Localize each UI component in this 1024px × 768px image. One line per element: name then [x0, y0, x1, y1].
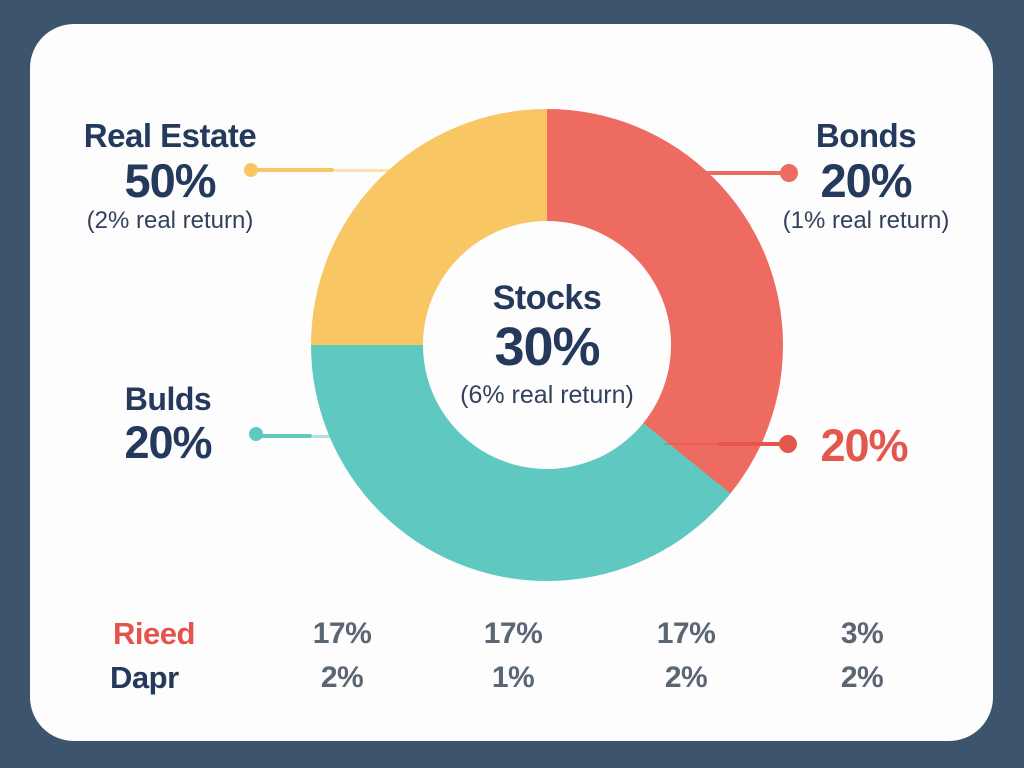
bulds-leader-line — [256, 434, 312, 438]
bulds-value: 20% — [124, 416, 212, 468]
right-callout-leader-line-extension — [664, 443, 718, 445]
stats-cell: 17% — [656, 617, 716, 650]
real-estate-leader-line-extension — [334, 169, 408, 172]
callout-real-estate: Real Estate 50% (2% real return) — [40, 118, 300, 236]
bonds-leader-line-extension — [655, 172, 701, 174]
stats-cell: 2% — [840, 661, 884, 694]
bulds-label: Bulds — [124, 381, 212, 417]
stats-row2-label: Dapr — [110, 660, 179, 695]
stats-cell: 2% — [664, 661, 708, 694]
real-estate-note: (2% real return) — [86, 206, 254, 234]
stats-cell: 17% — [483, 617, 543, 650]
bonds-note: (1% real return) — [782, 206, 950, 234]
center-segment-note: (6% real return) — [460, 381, 634, 410]
stats-cell: 2% — [320, 661, 364, 694]
stats-cell: 3% — [840, 617, 884, 650]
callout-bulds: Bulds 20% — [38, 382, 298, 466]
right-callout-leader-dot — [779, 435, 797, 453]
center-segment-title: Stocks — [492, 278, 602, 317]
right-callout-value: 20% — [820, 420, 908, 471]
right-callout-leader-line — [718, 442, 788, 446]
stats-cell: 1% — [491, 661, 535, 694]
real-estate-leader-dot — [244, 163, 258, 177]
bulds-leader-line-extension — [312, 435, 390, 438]
bonds-value: 20% — [820, 153, 912, 207]
donut-chart: Stocks 30% (6% real return) — [311, 109, 783, 581]
real-estate-leader-line — [251, 168, 334, 172]
chart-card: Stocks 30% (6% real return) Real Estate … — [30, 24, 993, 741]
stats-cell: 17% — [312, 617, 372, 650]
real-estate-label: Real Estate — [83, 117, 257, 154]
bulds-leader-dot — [249, 427, 263, 441]
bonds-leader-dot — [780, 164, 798, 182]
stats-row1-label: Rieed — [113, 616, 195, 651]
callout-right-value: 20% — [764, 420, 964, 471]
center-segment-value: 30% — [494, 317, 600, 378]
callout-bonds: Bonds 20% (1% real return) — [736, 118, 996, 236]
bonds-label: Bonds — [815, 117, 917, 154]
real-estate-value: 50% — [124, 153, 216, 207]
donut-center: Stocks 30% (6% real return) — [423, 221, 671, 469]
bonds-leader-line — [701, 171, 789, 175]
